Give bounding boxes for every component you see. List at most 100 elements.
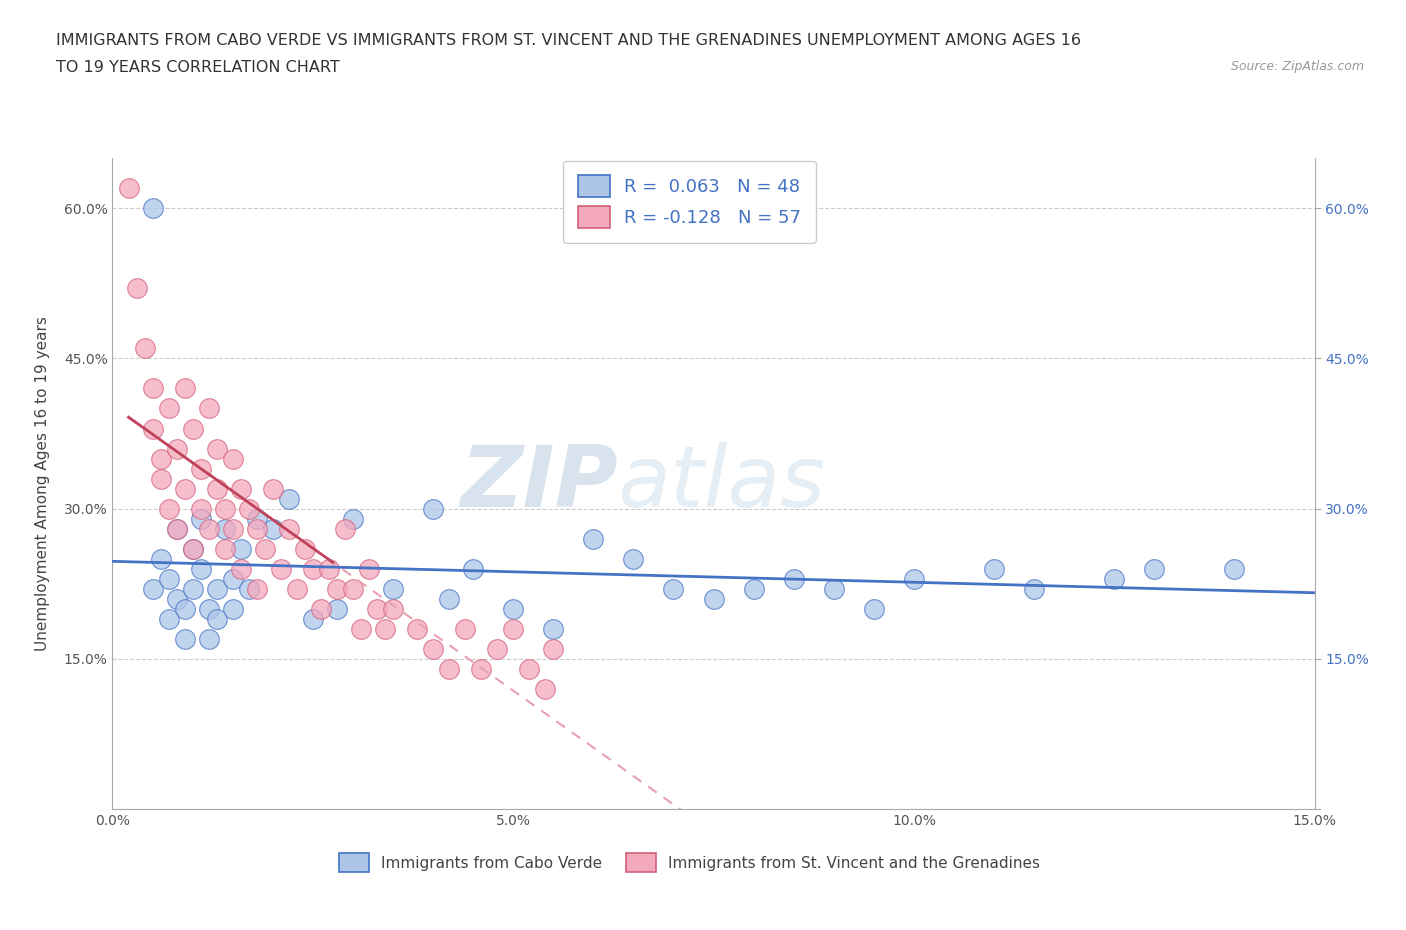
Point bbox=[222, 602, 245, 617]
Point bbox=[166, 591, 188, 606]
Point bbox=[181, 541, 204, 556]
Point bbox=[318, 562, 340, 577]
Point bbox=[262, 521, 284, 536]
Point bbox=[253, 541, 276, 556]
Point bbox=[470, 661, 492, 676]
Point bbox=[246, 512, 269, 526]
Point bbox=[621, 551, 644, 566]
Point bbox=[543, 642, 565, 657]
Point bbox=[406, 621, 429, 636]
Point bbox=[117, 180, 139, 195]
Point bbox=[517, 661, 540, 676]
Point bbox=[437, 591, 460, 606]
Point bbox=[197, 631, 219, 646]
Point bbox=[357, 562, 380, 577]
Point bbox=[141, 421, 163, 436]
Point bbox=[173, 602, 195, 617]
Point bbox=[270, 562, 292, 577]
Point bbox=[366, 602, 388, 617]
Point bbox=[1102, 571, 1125, 586]
Point bbox=[214, 521, 236, 536]
Point bbox=[262, 481, 284, 496]
Point bbox=[181, 421, 204, 436]
Point bbox=[205, 481, 228, 496]
Point bbox=[190, 512, 212, 526]
Point bbox=[246, 521, 269, 536]
Point bbox=[229, 562, 252, 577]
Point bbox=[333, 521, 356, 536]
Point bbox=[382, 602, 405, 617]
Point bbox=[197, 401, 219, 416]
Point bbox=[294, 541, 316, 556]
Point bbox=[214, 501, 236, 516]
Point bbox=[181, 581, 204, 596]
Point bbox=[454, 621, 477, 636]
Legend: Immigrants from Cabo Verde, Immigrants from St. Vincent and the Grenadines: Immigrants from Cabo Verde, Immigrants f… bbox=[330, 845, 1047, 880]
Text: Source: ZipAtlas.com: Source: ZipAtlas.com bbox=[1230, 60, 1364, 73]
Text: TO 19 YEARS CORRELATION CHART: TO 19 YEARS CORRELATION CHART bbox=[56, 60, 340, 75]
Point bbox=[543, 621, 565, 636]
Point bbox=[197, 602, 219, 617]
Point bbox=[246, 581, 269, 596]
Point bbox=[534, 682, 557, 697]
Point bbox=[173, 381, 195, 396]
Point bbox=[166, 521, 188, 536]
Point bbox=[205, 611, 228, 626]
Point bbox=[983, 562, 1005, 577]
Point bbox=[166, 441, 188, 456]
Point bbox=[190, 501, 212, 516]
Point bbox=[903, 571, 925, 586]
Point bbox=[823, 581, 845, 596]
Point bbox=[149, 472, 172, 486]
Point bbox=[157, 501, 180, 516]
Point bbox=[157, 611, 180, 626]
Point bbox=[702, 591, 725, 606]
Point bbox=[1024, 581, 1046, 596]
Point bbox=[285, 581, 308, 596]
Point bbox=[238, 501, 260, 516]
Point bbox=[149, 551, 172, 566]
Point bbox=[374, 621, 396, 636]
Point bbox=[461, 562, 484, 577]
Point bbox=[782, 571, 804, 586]
Point bbox=[190, 562, 212, 577]
Point bbox=[863, 602, 886, 617]
Point bbox=[197, 521, 219, 536]
Point bbox=[141, 381, 163, 396]
Point bbox=[1223, 562, 1246, 577]
Point bbox=[742, 581, 765, 596]
Point bbox=[157, 571, 180, 586]
Point bbox=[582, 531, 605, 546]
Point bbox=[437, 661, 460, 676]
Point bbox=[173, 631, 195, 646]
Point bbox=[125, 281, 148, 296]
Point bbox=[486, 642, 509, 657]
Point bbox=[205, 581, 228, 596]
Point bbox=[309, 602, 332, 617]
Point bbox=[502, 621, 524, 636]
Point bbox=[422, 501, 444, 516]
Point bbox=[181, 541, 204, 556]
Y-axis label: Unemployment Among Ages 16 to 19 years: Unemployment Among Ages 16 to 19 years bbox=[35, 316, 49, 651]
Point bbox=[350, 621, 373, 636]
Point bbox=[141, 581, 163, 596]
Point bbox=[222, 571, 245, 586]
Point bbox=[190, 461, 212, 476]
Point bbox=[157, 401, 180, 416]
Point bbox=[222, 521, 245, 536]
Point bbox=[302, 562, 325, 577]
Text: ZIP: ZIP bbox=[460, 442, 617, 525]
Point bbox=[229, 541, 252, 556]
Point bbox=[173, 481, 195, 496]
Point bbox=[277, 521, 299, 536]
Point bbox=[277, 491, 299, 506]
Point bbox=[326, 602, 349, 617]
Text: IMMIGRANTS FROM CABO VERDE VS IMMIGRANTS FROM ST. VINCENT AND THE GRENADINES UNE: IMMIGRANTS FROM CABO VERDE VS IMMIGRANTS… bbox=[56, 33, 1081, 47]
Point bbox=[222, 451, 245, 466]
Point bbox=[342, 581, 364, 596]
Point bbox=[149, 451, 172, 466]
Point bbox=[662, 581, 685, 596]
Point bbox=[205, 441, 228, 456]
Point bbox=[1143, 562, 1166, 577]
Text: atlas: atlas bbox=[617, 442, 825, 525]
